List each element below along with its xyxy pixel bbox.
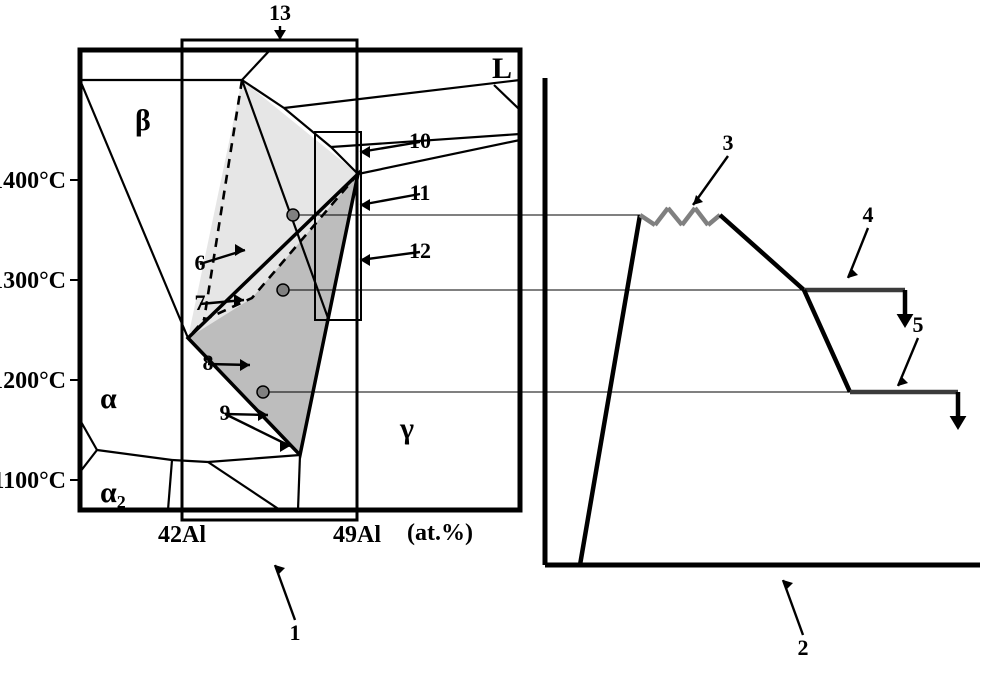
callout-number: 13	[269, 0, 291, 25]
state-point-dot	[257, 386, 269, 398]
phase-label: L	[492, 52, 512, 85]
callout-number: 10	[409, 128, 431, 153]
x-tick-label: 49Al	[333, 522, 381, 548]
state-point-dot	[287, 209, 299, 221]
x-axis-unit: (at.%)	[407, 520, 473, 546]
phase-label: α	[100, 382, 117, 415]
phase-regions	[188, 80, 358, 455]
phase-label: γ	[399, 412, 414, 445]
callout-number: 11	[410, 180, 431, 205]
y-tick-label: 1200°C	[0, 368, 66, 394]
callout-number: 9	[220, 400, 231, 425]
guide-lines	[263, 215, 850, 392]
callout-number: 2	[798, 635, 809, 660]
svg-text:L: L	[492, 52, 512, 85]
callout-number: 1	[290, 620, 301, 645]
figure-root: 1400°C 1300°C 1200°C 1100°C 42Al 49Al (at.%) β α…	[0, 0, 1000, 683]
svg-text:β: β	[135, 104, 151, 137]
y-tick-label: 1100°C	[0, 468, 66, 494]
svg-text:α: α	[100, 382, 117, 415]
phase-label: β	[135, 104, 151, 137]
svg-text:α2: α2	[100, 476, 126, 512]
callout-number: 8	[203, 350, 214, 375]
callout-number: 5	[913, 312, 924, 337]
svg-text:γ: γ	[399, 412, 414, 445]
callout-number: 12	[409, 238, 431, 263]
callout-number: 4	[863, 202, 874, 227]
callout-number: 3	[723, 130, 734, 155]
y-tick-label: 1400°C	[0, 168, 66, 194]
phase-label: α2	[100, 476, 126, 512]
y-tick-label: 1300°C	[0, 268, 66, 294]
state-point-dot	[277, 284, 289, 296]
x-tick-label: 42Al	[158, 522, 206, 548]
